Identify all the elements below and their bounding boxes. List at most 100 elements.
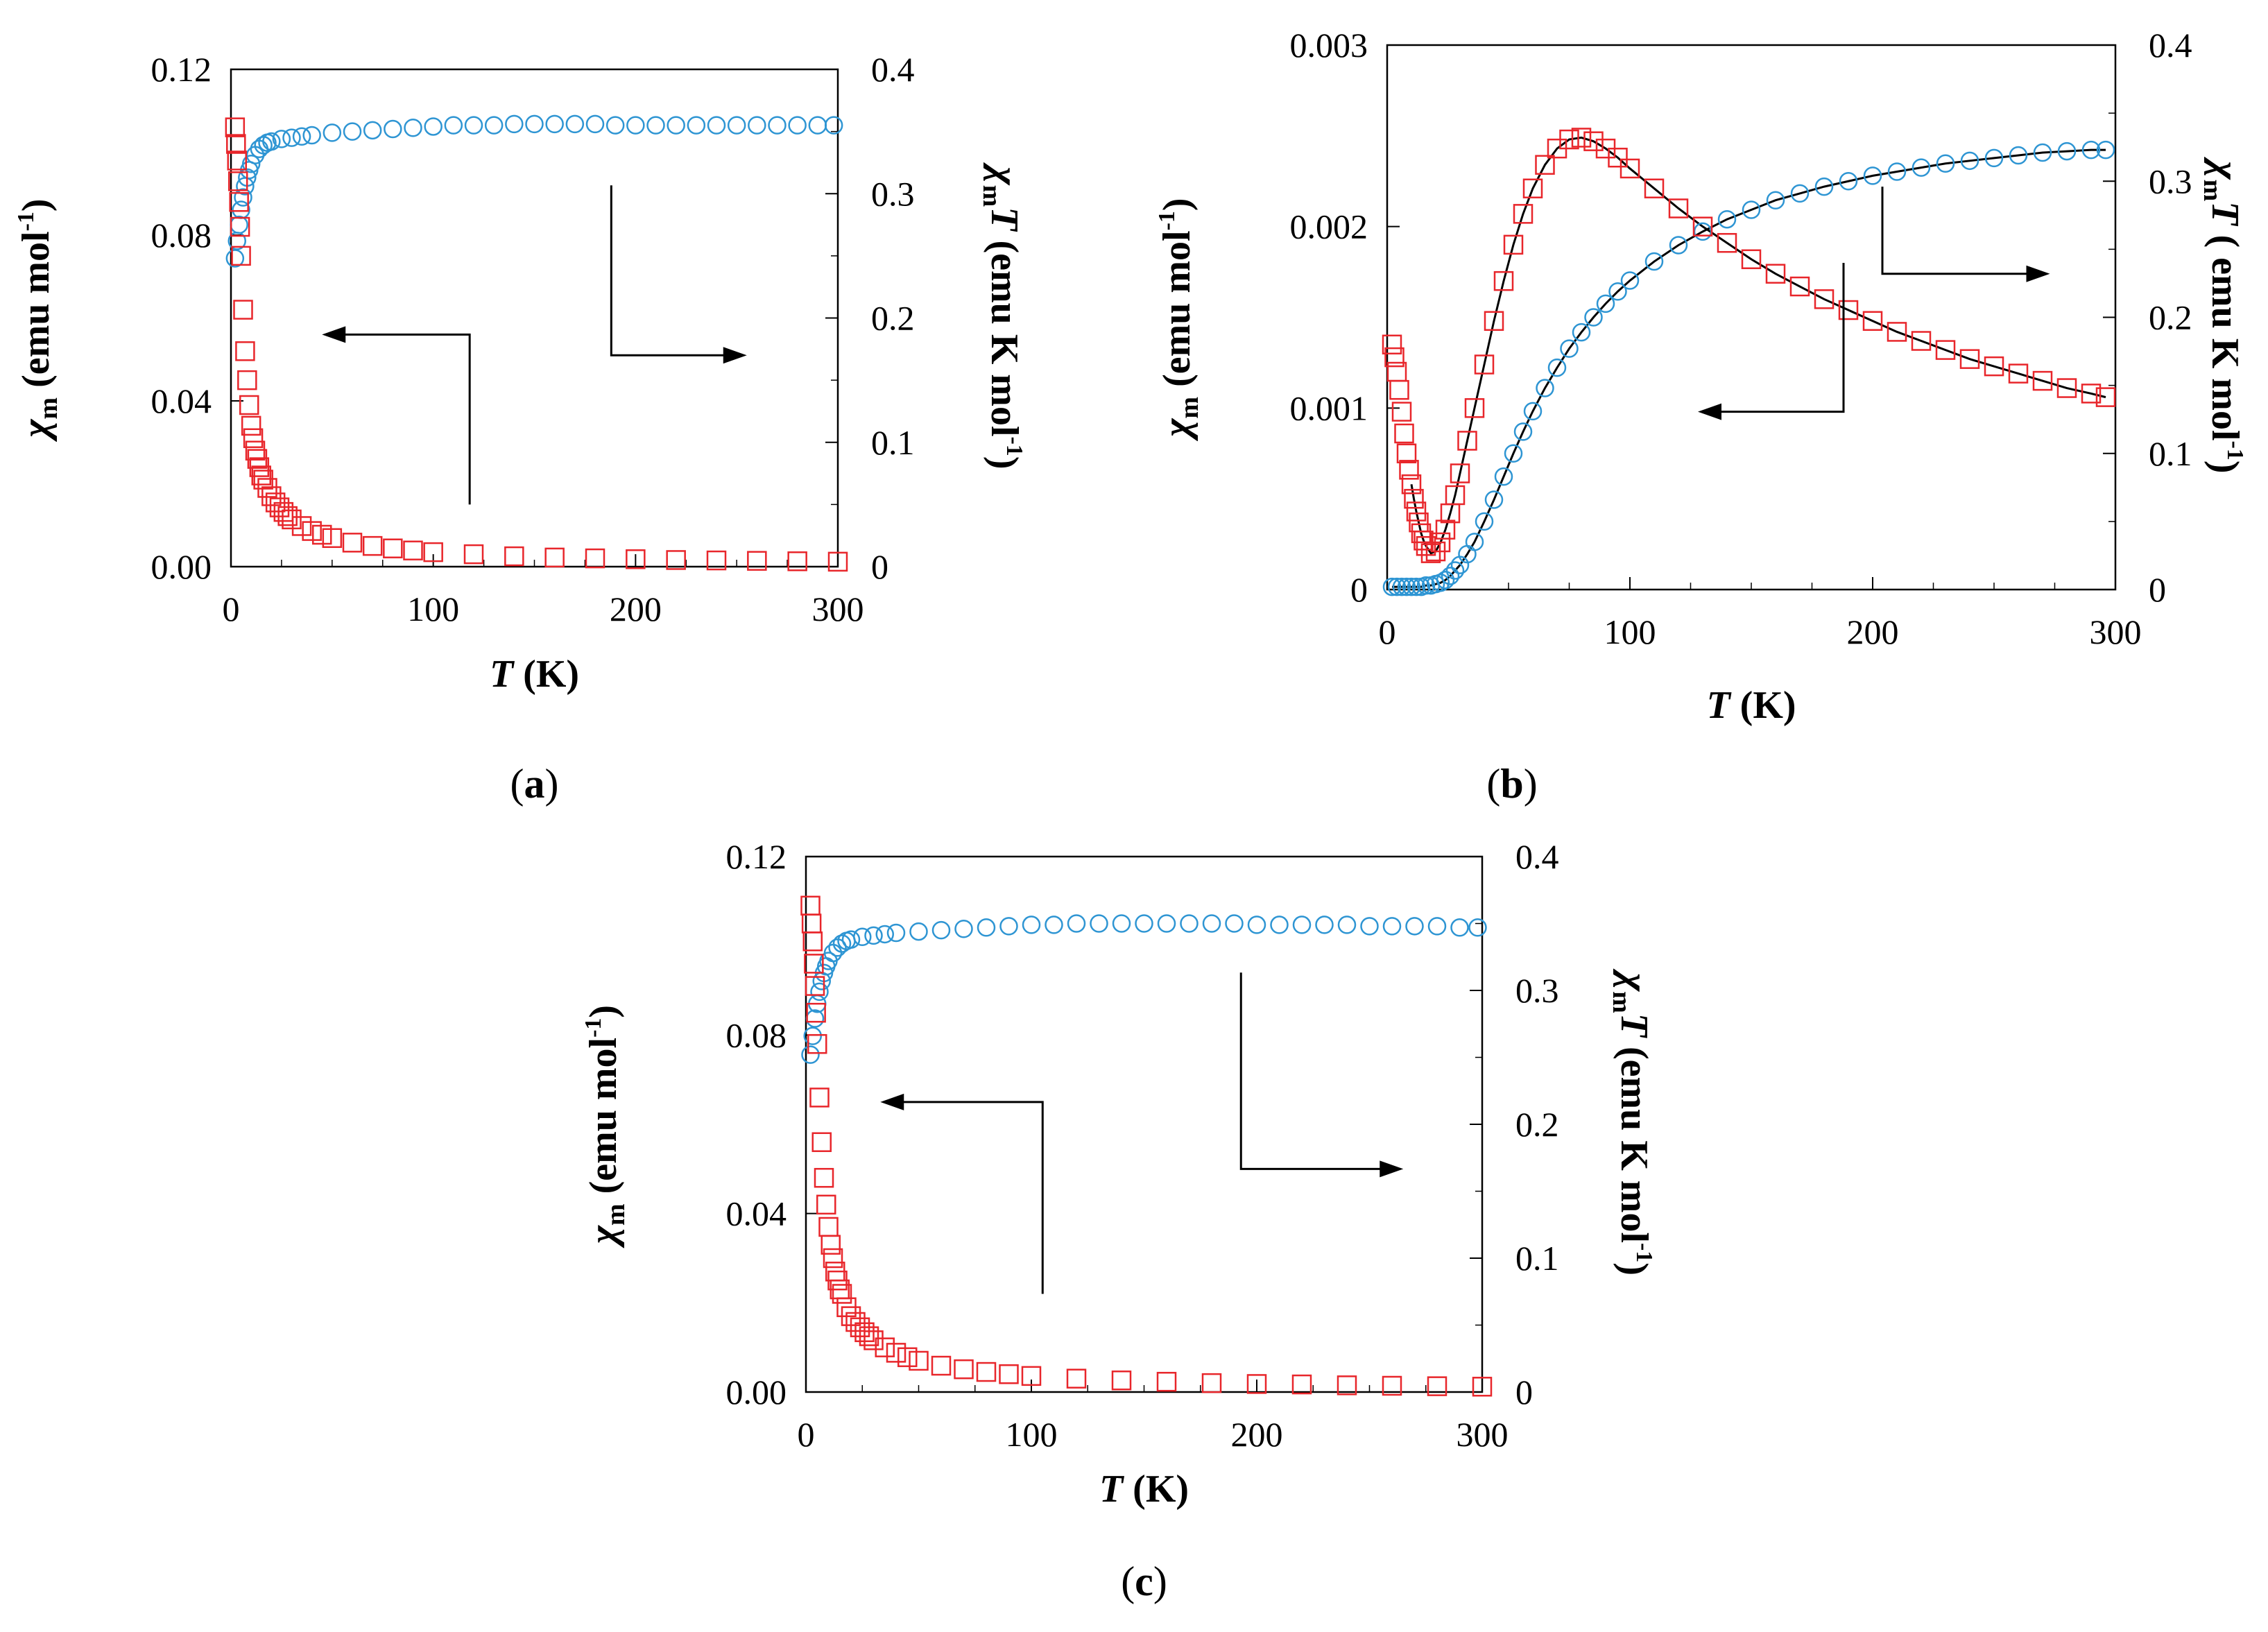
data-point-square <box>999 1364 1019 1384</box>
data-point-square <box>2008 363 2029 384</box>
data-point-square <box>1384 347 1404 368</box>
x-tick-label: 300 <box>812 590 864 628</box>
data-point-circle <box>241 154 261 173</box>
data-point-square <box>1935 340 1956 360</box>
data-point-circle <box>768 116 787 135</box>
data-point-circle <box>1669 236 1688 255</box>
data-point-circle <box>1494 467 1513 486</box>
data-point-square <box>1414 531 1434 551</box>
data-point-circle <box>1572 323 1591 342</box>
axis-arrow-right <box>610 185 747 364</box>
data-point-circle <box>864 926 883 945</box>
data-point-square <box>976 1362 997 1382</box>
data-point-square <box>362 535 383 556</box>
y-left-tick-label: 0.08 <box>151 216 212 255</box>
data-point-square <box>787 551 807 572</box>
plot-frame <box>230 68 839 568</box>
arrow-line <box>343 333 471 505</box>
data-point-square <box>585 548 605 569</box>
data-point-circle <box>1465 533 1484 551</box>
data-point-square <box>1457 431 1477 451</box>
data-point-square <box>1608 147 1628 168</box>
data-point-circle <box>1315 916 1334 934</box>
data-point-square <box>1741 249 1762 270</box>
data-point-square <box>886 1343 907 1363</box>
data-point-circle <box>1202 914 1221 933</box>
x-tick-label: 0 <box>798 1415 815 1454</box>
data-point-square <box>2032 370 2053 391</box>
data-point-circle <box>1484 490 1504 509</box>
axis-arrow-right <box>1239 972 1404 1178</box>
data-point-circle <box>886 923 906 943</box>
data-point-square <box>423 542 443 562</box>
y-right-tick-label: 0 <box>2149 570 2166 609</box>
arrow-head <box>880 1093 904 1110</box>
data-point-circle <box>1450 918 1469 937</box>
data-point-square <box>1111 1371 1132 1391</box>
x-tick-label: 100 <box>1604 612 1656 651</box>
data-point-circle <box>505 114 524 134</box>
data-point-square <box>1291 1374 1312 1395</box>
data-point-circle <box>484 116 504 135</box>
data-point-circle <box>1513 422 1533 441</box>
data-point-square <box>1559 129 1579 150</box>
panel-label: (a) <box>510 761 559 807</box>
data-point-circle <box>585 114 605 134</box>
data-point-square <box>626 549 646 569</box>
data-point-square <box>821 1235 841 1255</box>
data-point-circle <box>272 130 291 148</box>
data-point-circle <box>1504 444 1523 463</box>
data-point-circle <box>1270 916 1289 934</box>
data-point-square <box>1401 474 1422 495</box>
data-point-circle <box>292 127 311 146</box>
data-point-circle <box>1436 571 1455 590</box>
data-point-square <box>802 931 823 952</box>
data-point-circle <box>808 116 827 135</box>
data-point-circle <box>853 927 872 947</box>
x-tick-label: 300 <box>1457 1415 1509 1454</box>
y-right-tick-label: 0.4 <box>871 50 915 89</box>
axis-arrow-right <box>1881 187 2050 282</box>
data-point-square <box>954 1359 974 1380</box>
data-point-circle <box>1405 917 1424 936</box>
data-point-square <box>747 551 767 571</box>
axis-arrow-left <box>1698 263 1845 420</box>
y-right-tick-label: 0.2 <box>1515 1105 1559 1144</box>
data-point-square <box>1435 519 1456 540</box>
data-point-square <box>261 486 282 506</box>
data-point-circle <box>1468 918 1487 937</box>
data-point-square <box>1427 1376 1447 1396</box>
data-point-square <box>1391 402 1412 422</box>
data-point-square <box>225 117 246 137</box>
data-point-square <box>1984 356 2004 377</box>
data-point-circle <box>565 114 585 134</box>
data-point-square <box>1484 311 1504 331</box>
data-point-square <box>2081 384 2102 404</box>
data-point-square <box>1246 1374 1267 1394</box>
data-point-circle <box>667 116 685 135</box>
x-tick-label: 200 <box>610 590 662 628</box>
data-point-square <box>1406 501 1427 522</box>
data-point-square <box>875 1337 895 1357</box>
y-left-tick-label: 0.00 <box>151 547 212 586</box>
data-point-square <box>1337 1375 1357 1395</box>
data-point-square <box>312 524 332 545</box>
data-point-square <box>859 1326 879 1346</box>
data-point-square <box>1201 1373 1222 1393</box>
data-point-circle <box>788 116 807 135</box>
data-point-square <box>1464 398 1485 418</box>
data-point-square <box>1887 322 1907 342</box>
data-point-square <box>909 1350 929 1371</box>
data-point-circle <box>1392 577 1411 596</box>
data-point-square <box>463 544 484 565</box>
data-point-circle <box>626 116 645 135</box>
data-point-square <box>1717 232 1737 253</box>
x-tick-label: 0 <box>223 590 240 628</box>
series-chi-m <box>1382 128 2116 563</box>
y-right-axis-title: χmT (emu K mol-1) <box>977 162 1027 470</box>
data-point-circle <box>2096 140 2115 160</box>
data-point-square <box>1404 488 1424 509</box>
data-point-square <box>1411 523 1432 544</box>
arrow-line <box>610 185 726 357</box>
y-left-tick-label: 0.12 <box>726 837 787 876</box>
